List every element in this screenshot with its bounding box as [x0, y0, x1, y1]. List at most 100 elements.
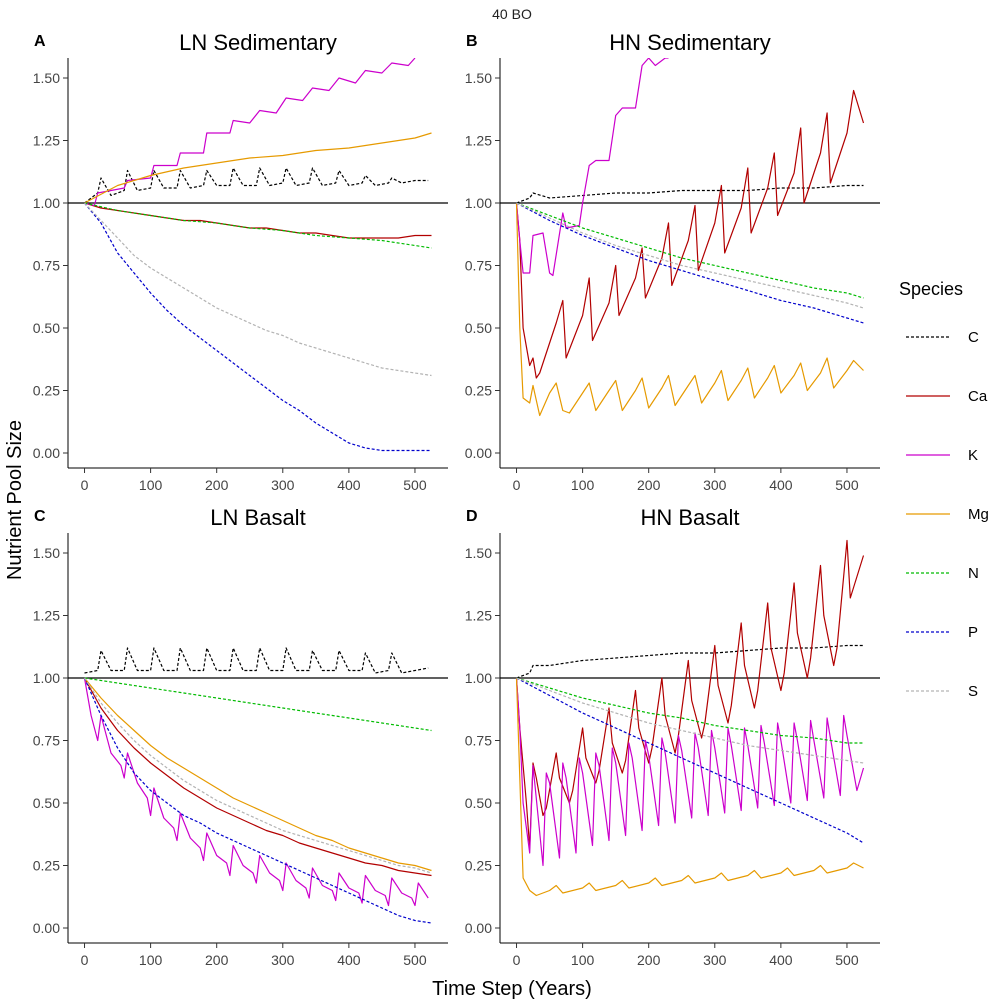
series-line-c — [84, 647, 429, 674]
series-line-k — [84, 58, 416, 207]
x-tick-label: 400 — [337, 952, 361, 968]
series-group — [515, 58, 865, 417]
panel-letter: A — [34, 33, 46, 50]
y-tick-label: 0.75 — [33, 733, 60, 749]
y-tick-label: 1.00 — [33, 195, 60, 211]
y-tick-label: 1.25 — [33, 133, 60, 149]
x-tick-label: 200 — [205, 477, 229, 493]
y-tick-label: 1.00 — [465, 195, 492, 211]
series-line-k — [83, 677, 429, 907]
panel-title: LN Sedimentary — [179, 30, 337, 55]
x-tick-label: 100 — [571, 952, 595, 968]
series-line-n — [516, 202, 864, 299]
x-tick-label: 200 — [637, 952, 661, 968]
series-line-s — [84, 202, 432, 377]
y-tick-label: 1.50 — [33, 545, 60, 561]
x-tick-label: 500 — [403, 952, 427, 968]
series-group — [83, 647, 432, 924]
series-line-s — [516, 202, 864, 309]
legend-label-mg: Mg — [968, 506, 989, 523]
x-tick-label: 0 — [81, 477, 89, 493]
x-tick-label: 100 — [139, 477, 163, 493]
x-tick-label: 0 — [513, 477, 521, 493]
y-tick-label: 1.50 — [465, 545, 492, 561]
y-tick-label: 0.25 — [33, 383, 60, 399]
legend-label-ca: Ca — [968, 388, 988, 405]
series-line-p — [516, 677, 864, 844]
y-tick-label: 0.00 — [33, 445, 60, 461]
y-tick-label: 0.50 — [465, 320, 492, 336]
figure-suptitle: 40 BO — [492, 6, 532, 22]
series-line-p — [516, 202, 864, 324]
x-tick-label: 0 — [513, 952, 521, 968]
x-tick-label: 500 — [835, 952, 859, 968]
legend-label-k: K — [968, 447, 978, 464]
series-line-n — [516, 677, 864, 744]
series-line-n — [84, 202, 432, 249]
panel-title: HN Basalt — [640, 505, 739, 530]
series-line-s — [83, 677, 432, 874]
panel-title: HN Sedimentary — [609, 30, 770, 55]
y-tick-label: 0.75 — [465, 733, 492, 749]
series-group — [84, 58, 432, 452]
x-tick-label: 300 — [703, 477, 727, 493]
series-line-ca — [515, 89, 865, 379]
legend-label-p: P — [968, 624, 978, 641]
series-line-mg — [515, 677, 864, 897]
y-tick-label: 0.00 — [465, 445, 492, 461]
series-line-ca — [84, 202, 432, 239]
series-line-mg — [515, 202, 864, 417]
x-tick-label: 200 — [205, 952, 229, 968]
x-tick-label: 0 — [81, 952, 89, 968]
x-tick-label: 100 — [571, 477, 595, 493]
legend-label-c: C — [968, 329, 979, 346]
series-line-p — [83, 677, 432, 924]
legend: Species C Ca K Mg N P S — [899, 279, 989, 700]
y-tick-label: 0.50 — [465, 795, 492, 811]
legend-title: Species — [899, 279, 963, 299]
series-line-mg — [84, 677, 432, 872]
series-line-c — [84, 167, 429, 204]
y-tick-label: 0.25 — [465, 858, 492, 874]
y-tick-label: 1.25 — [465, 608, 492, 624]
x-tick-label: 300 — [271, 477, 295, 493]
panel-letter: C — [34, 508, 46, 525]
x-tick-label: 300 — [703, 952, 727, 968]
series-line-ca — [83, 677, 432, 877]
legend-items: C Ca K Mg N P S — [906, 329, 989, 700]
y-tick-label: 0.75 — [465, 258, 492, 274]
series-line-k — [515, 677, 865, 867]
y-tick-label: 1.00 — [33, 670, 60, 686]
panel-letter: B — [466, 33, 478, 50]
y-axis-label: Nutrient Pool Size — [4, 420, 26, 580]
legend-label-s: S — [968, 683, 978, 700]
y-tick-label: 0.50 — [33, 795, 60, 811]
x-tick-label: 400 — [769, 952, 793, 968]
panel-title: LN Basalt — [210, 505, 305, 530]
panel-letter: D — [466, 508, 478, 525]
panel-d: D HN Basalt 0.00 0.25 0.50 0.75 1.00 1.25 1.50 0 1… — [465, 505, 880, 968]
series-line-p — [84, 202, 432, 452]
panels: A LN Sedimentary 0.00 0.25 0.50 0.75 1.00 1.25 1… — [33, 30, 880, 968]
x-tick-label: 500 — [403, 477, 427, 493]
y-tick-label: 1.25 — [465, 133, 492, 149]
x-tick-label: 500 — [835, 477, 859, 493]
x-tick-label: 400 — [769, 477, 793, 493]
series-group — [515, 539, 865, 897]
y-tick-label: 0.75 — [33, 258, 60, 274]
y-tick-label: 0.25 — [465, 383, 492, 399]
series-line-ca — [515, 539, 865, 849]
panel-a: A LN Sedimentary 0.00 0.25 0.50 0.75 1.00 1.25 1… — [33, 30, 448, 493]
panel-c: C LN Basalt 0.00 0.25 0.50 0.75 1.00 1.25 1.50 0 1… — [33, 505, 448, 968]
legend-label-n: N — [968, 565, 979, 582]
y-tick-label: 1.25 — [33, 608, 60, 624]
x-tick-label: 400 — [337, 477, 361, 493]
x-tick-label: 200 — [637, 477, 661, 493]
series-line-s — [516, 677, 864, 764]
x-tick-label: 300 — [271, 952, 295, 968]
series-line-c — [516, 644, 864, 679]
y-tick-label: 0.00 — [465, 920, 492, 936]
y-tick-label: 1.00 — [465, 670, 492, 686]
y-tick-label: 0.25 — [33, 858, 60, 874]
